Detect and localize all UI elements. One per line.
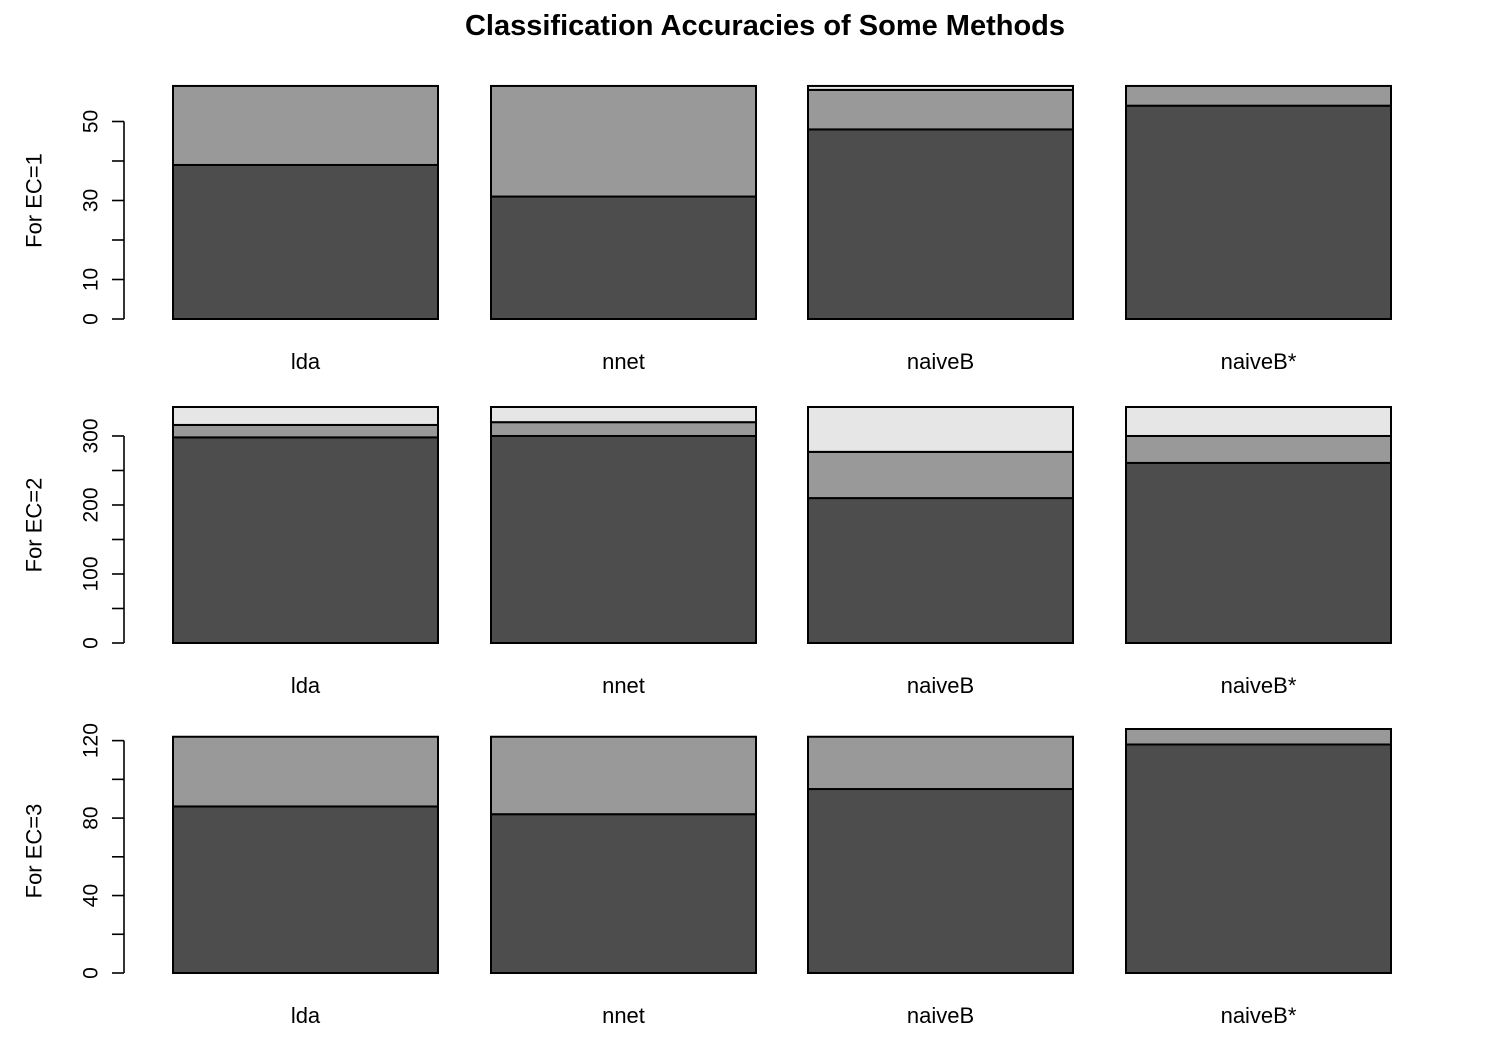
bar-segment-nnet-2 <box>490 421 757 437</box>
bar-segment-naiveB-1 <box>807 788 1074 974</box>
panel-ec-2: 0 100 200 300 For EC=2 lda nnet naiveB naiveB* <box>22 406 1392 698</box>
bar-segment-lda-1 <box>172 163 439 320</box>
panel-ec-3: 0 40 80 120 For EC=3 lda nnet naiveB naiveB* <box>22 723 1392 1028</box>
bar-segment-lda-3 <box>172 406 439 426</box>
y-tick-label: 30 <box>80 189 103 212</box>
x-tick-label: nnet <box>602 1003 645 1028</box>
y-axis-label: For EC=3 <box>22 804 47 899</box>
bar-segment-naiveB-1 <box>807 497 1074 644</box>
x-tick-label: naiveB <box>907 673 974 698</box>
bar-segment-naiveB-star-2 <box>1125 84 1392 107</box>
y-tick-label: 10 <box>80 268 103 291</box>
x-tick-label: lda <box>291 673 321 698</box>
bar-segment-nnet-1 <box>490 434 757 644</box>
y-axis-label: For EC=2 <box>22 478 47 573</box>
y-tick-label: 40 <box>80 884 103 907</box>
y-axis-label: For EC=1 <box>22 153 47 248</box>
bar-segment-lda-1 <box>172 436 439 644</box>
y-tick-label: 0 <box>80 313 103 325</box>
x-tick-label: lda <box>291 1003 321 1028</box>
y-tick-label: 300 <box>80 418 103 453</box>
bar-segment-nnet-1 <box>490 195 757 320</box>
bar-segment-nnet-3 <box>490 406 757 424</box>
bar-segment-naiveB-star-1 <box>1125 104 1392 320</box>
panel-ec-1: 0 10 30 50 For EC=1 lda nnet naiveB naiveB* <box>22 84 1392 374</box>
y-tick-label: 100 <box>80 556 103 591</box>
bar-segment-nnet-2 <box>490 735 757 816</box>
x-tick-label: naiveB* <box>1221 349 1297 374</box>
bar-segment-naiveB-3 <box>807 84 1074 91</box>
bar-segment-naiveB-star-1 <box>1125 461 1392 645</box>
y-tick-label: 0 <box>80 637 103 649</box>
y-tick-label: 200 <box>80 487 103 522</box>
bar-segment-naiveB-star-1 <box>1125 743 1392 974</box>
y-tick-label: 50 <box>80 110 103 133</box>
bar-segment-lda-2 <box>172 735 439 808</box>
bar-segment-naiveB-star-2 <box>1125 434 1392 464</box>
bar-segment-naiveB-2 <box>807 88 1074 131</box>
bar-segment-lda-2 <box>172 84 439 166</box>
bar-segment-naiveB-star-3 <box>1125 406 1392 437</box>
x-tick-label: naiveB <box>907 1003 974 1028</box>
bar-segment-naiveB-2 <box>807 450 1074 500</box>
bar-segment-naiveB-3 <box>807 406 1074 453</box>
x-tick-label: lda <box>291 349 321 374</box>
y-tick-label: 80 <box>80 806 103 829</box>
bar-segment-naiveB-2 <box>807 735 1074 791</box>
x-tick-label: nnet <box>602 349 645 374</box>
chart-title: Classification Accuracies of Some Method… <box>465 10 1065 42</box>
bar-segment-lda-2 <box>172 423 439 439</box>
bar-segment-naiveB-star-2 <box>1125 728 1392 746</box>
bar-segment-nnet-1 <box>490 813 757 975</box>
x-tick-label: nnet <box>602 673 645 698</box>
bar-segment-nnet-2 <box>490 84 757 198</box>
y-tick-label: 120 <box>80 723 103 758</box>
bar-segment-naiveB-1 <box>807 128 1074 320</box>
x-tick-label: naiveB <box>907 349 974 374</box>
bar-segment-lda-1 <box>172 805 439 975</box>
x-tick-label: naiveB* <box>1221 673 1297 698</box>
y-tick-label: 0 <box>80 967 103 979</box>
x-tick-label: naiveB* <box>1221 1003 1297 1028</box>
chart-panels: 0 10 30 50 For EC=1 lda nnet naiveB naiveB* 0 100 2… <box>22 84 1392 1028</box>
